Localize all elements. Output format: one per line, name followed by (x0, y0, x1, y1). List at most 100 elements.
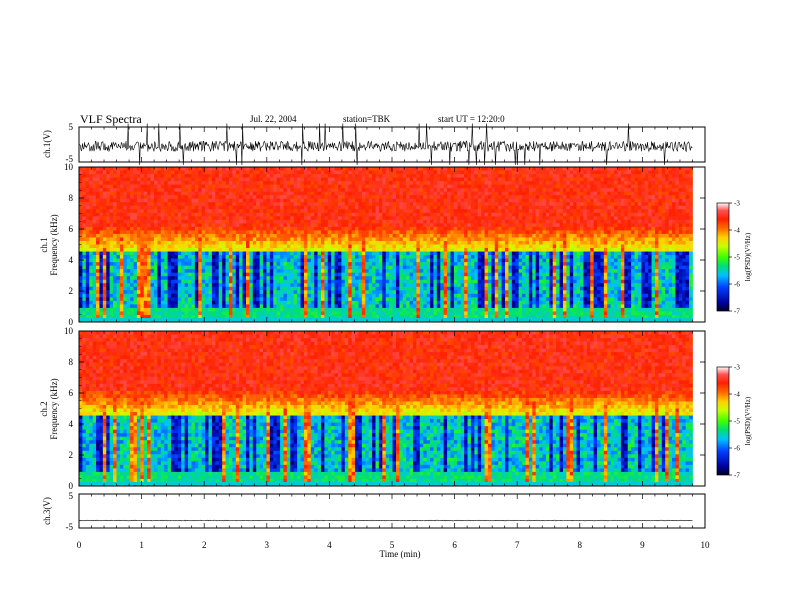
ch1-spectrogram-cell (290, 251, 295, 256)
ch1-spectrogram-cell (259, 255, 264, 259)
ch1-spectrogram-cell (242, 212, 247, 217)
ch1-spectrogram-cell (406, 233, 410, 238)
ch1-spectrogram-cell (406, 174, 410, 178)
ch1-spectrogram-cell (113, 184, 117, 189)
ch1-spectrogram-cell (130, 167, 134, 171)
ch1-spectrogram-cell (419, 265, 424, 270)
ch1-spectrogram-cell (242, 167, 247, 171)
ch1-spectrogram-cell (440, 233, 445, 238)
ch1-spectrogram-cell (269, 276, 274, 281)
ch1-spectrogram-cell (310, 300, 315, 305)
ch1-spectrogram-cell (191, 272, 196, 277)
ch1-spectrogram-cell (402, 233, 407, 238)
ch1-spectrogram-cell (150, 230, 155, 235)
ch1-spectrogram-cell (177, 255, 182, 259)
ch1-spectrogram-cell (246, 244, 250, 249)
ch1-spectrogram-cell (283, 170, 288, 175)
ch1-spectrogram-cell (297, 184, 301, 189)
ch1-spectrogram-cell (430, 251, 434, 256)
ch1-spectrogram-cell (290, 205, 295, 210)
ch1-spectrogram-cell (218, 170, 223, 175)
ch1-spectrogram-cell (382, 276, 387, 281)
ch1-spectrogram-cell (119, 272, 124, 277)
ch1-spectrogram-cell (361, 216, 366, 221)
ch1-spectrogram-cell (89, 170, 94, 175)
ch1-spectrogram-cell (314, 248, 318, 252)
ch1-spectrogram-cell (164, 181, 169, 186)
ch1-spectrogram-cell (198, 195, 203, 200)
ch1-spectrogram-cell (126, 223, 131, 228)
ch1-spectrogram-cell (184, 262, 189, 267)
ch1-spectrogram-cell (147, 195, 151, 200)
ch1-spectrogram-cell (89, 290, 94, 295)
ch1-spectrogram-cell (324, 212, 329, 217)
ch1-spectrogram-cell (140, 248, 145, 252)
ch1-spectrogram-cell (382, 202, 387, 207)
ch1-spectrogram-cell (378, 262, 383, 267)
ch1-spectrogram-cell (164, 202, 169, 207)
ch1-spectrogram-cell (423, 198, 428, 203)
ch1-spectrogram-cell (82, 205, 87, 210)
ch1-spectrogram-cell (177, 212, 182, 217)
ch1-spectrogram-cell (389, 184, 393, 189)
ch1-spectrogram-cell (116, 255, 121, 259)
ch1-spectrogram-cell (160, 212, 165, 217)
ch1-spectrogram-cell (194, 237, 199, 242)
ch1-spectrogram-cell (314, 216, 318, 221)
ch1-spectrogram-cell (406, 255, 410, 259)
ch1-spectrogram-cell (324, 191, 329, 196)
ch1-spectrogram-cell (92, 255, 97, 259)
ch1-spectrogram-cell (372, 170, 376, 175)
ch1-spectrogram-cell (430, 212, 434, 217)
ch1-spectrogram-cell (123, 216, 128, 221)
ch1-spectrogram-cell (218, 255, 223, 259)
ch1-spectrogram-cell (334, 181, 339, 186)
ch1-spectrogram-cell (222, 244, 226, 249)
ch1-spectrogram-cell (300, 219, 305, 224)
ch1-spectrogram-cell (160, 293, 165, 298)
ch1-spectrogram-cell (392, 223, 397, 228)
ch1-spectrogram-cell (147, 258, 151, 263)
ch1-spectrogram-cell (252, 240, 257, 245)
ch1-spectrogram-cell (327, 237, 332, 242)
ch1-spectrogram-cell (355, 167, 359, 171)
ch1-spectrogram-cell (320, 265, 325, 270)
ch1-spectrogram-cell (314, 237, 318, 242)
ch1-spectrogram-cell (276, 209, 281, 214)
ch1-spectrogram-cell (123, 177, 128, 182)
ch1-spectrogram-cell (239, 205, 243, 210)
ch1-spectrogram-cell (126, 269, 131, 274)
ch1-spectrogram-cell (297, 244, 301, 249)
ch1-spectrogram-cell (188, 223, 192, 228)
ch1-spectrogram-cell (450, 279, 455, 284)
ch1-spectrogram-cell (96, 307, 100, 312)
ch1-spectrogram-cell (208, 244, 213, 249)
ch1-spectrogram-cell (228, 240, 233, 245)
ch1-spectrogram-cell (402, 311, 407, 316)
ch1-spectrogram-cell (453, 167, 458, 171)
ch1-spectrogram-cell (338, 223, 342, 228)
ch1-spectrogram-cell (171, 293, 175, 298)
ch1-spectrogram-cell (372, 248, 376, 252)
ch1-spectrogram-cell (443, 188, 448, 193)
ch1-spectrogram-cell (181, 223, 186, 228)
ch1-spectrogram-cell (205, 177, 209, 182)
ch1-spectrogram-cell (341, 297, 346, 302)
ch1-spectrogram-cell (453, 170, 458, 175)
ch1-spectrogram-cell (113, 188, 117, 193)
ch1-spectrogram-cell (167, 304, 172, 309)
ch1-spectrogram-cell (150, 265, 155, 270)
ch1-spectrogram-cell (123, 258, 128, 263)
ch1-spectrogram-cell (341, 279, 346, 284)
ch1-spectrogram-cell (232, 297, 237, 302)
ch1-spectrogram-cell (140, 237, 145, 242)
ch1-spectrogram-cell (239, 269, 243, 274)
ch1-spectrogram-cell (136, 233, 141, 238)
ch1-spectrogram-cell (443, 202, 448, 207)
ch1-spectrogram-cell (113, 181, 117, 186)
ch1-spectrogram-cell (205, 219, 209, 224)
ch1-spectrogram-cell (331, 300, 336, 305)
ch1-spectrogram-cell (273, 195, 278, 200)
ch1-spectrogram-cell (167, 248, 172, 252)
ch1-spectrogram-cell (365, 307, 370, 312)
